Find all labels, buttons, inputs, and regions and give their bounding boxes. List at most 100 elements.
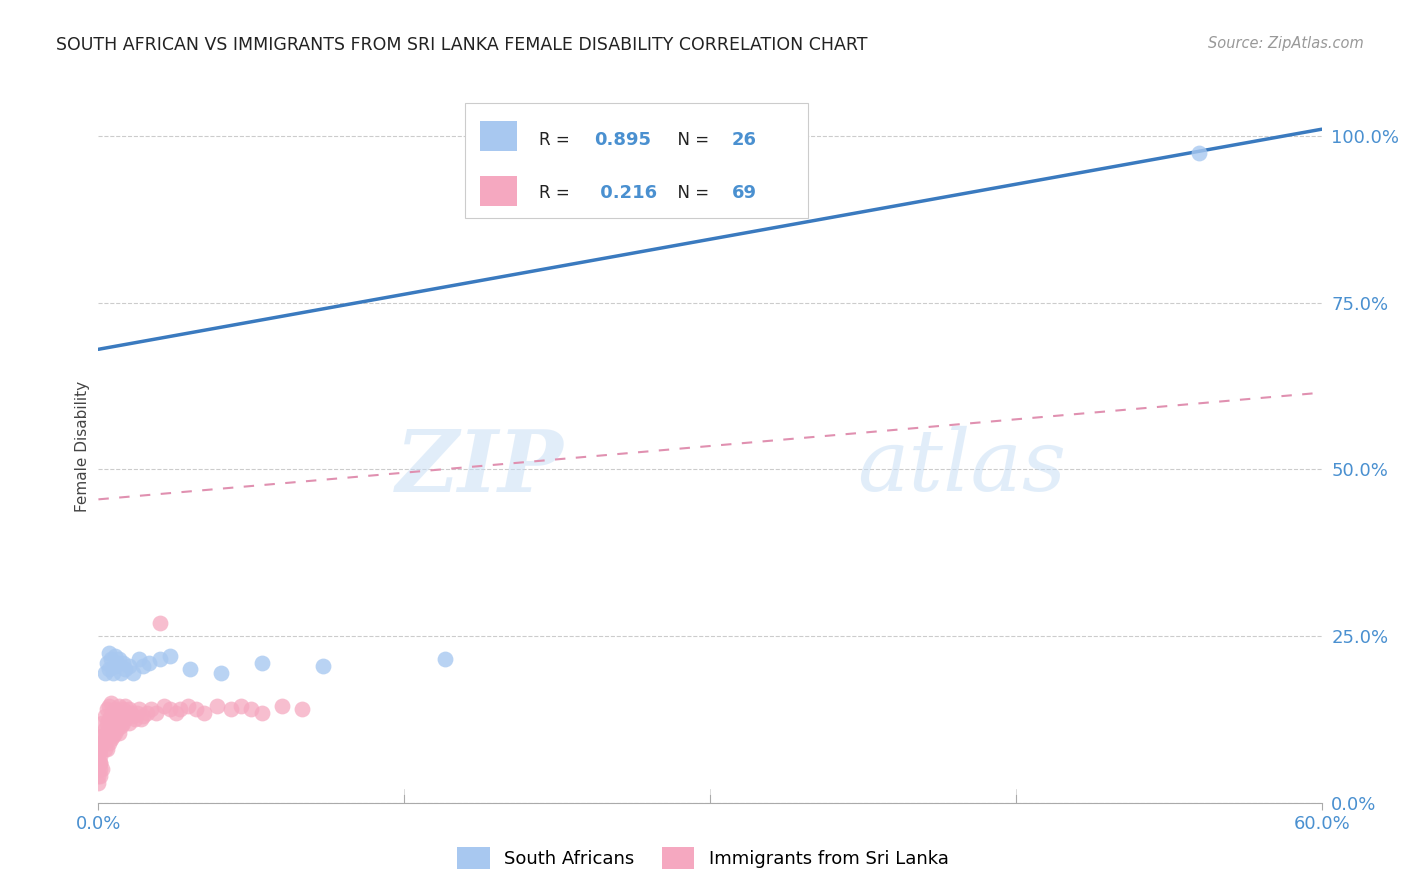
Point	[87, 749, 110, 764]
Point	[169, 702, 191, 716]
Point	[89, 749, 111, 764]
FancyBboxPatch shape	[479, 121, 517, 152]
Point	[110, 719, 132, 733]
Point	[114, 699, 136, 714]
Point	[149, 615, 172, 630]
Point	[186, 702, 208, 716]
Point	[97, 723, 120, 737]
Point	[104, 725, 127, 739]
Point	[96, 715, 118, 730]
Point	[312, 659, 335, 673]
Point	[152, 699, 174, 714]
Point	[127, 706, 149, 720]
Text: 0.216: 0.216	[593, 184, 657, 202]
Point	[108, 652, 131, 666]
Text: atlas: atlas	[856, 426, 1066, 508]
Text: N =: N =	[668, 131, 714, 149]
Point	[104, 702, 127, 716]
Point	[100, 652, 122, 666]
Point	[118, 702, 141, 716]
Point	[93, 709, 115, 723]
Point	[159, 702, 181, 716]
Text: SOUTH AFRICAN VS IMMIGRANTS FROM SRI LANKA FEMALE DISABILITY CORRELATION CHART: SOUTH AFRICAN VS IMMIGRANTS FROM SRI LAN…	[56, 36, 868, 54]
Point	[111, 715, 134, 730]
Point	[91, 729, 114, 743]
Point	[108, 725, 131, 739]
Point	[93, 723, 115, 737]
Point	[100, 696, 122, 710]
Point	[122, 709, 145, 723]
Point	[118, 715, 141, 730]
Point	[138, 656, 160, 670]
Point	[97, 662, 120, 676]
Text: R =: R =	[538, 184, 575, 202]
Text: 26: 26	[733, 131, 756, 149]
Point	[122, 665, 145, 680]
Text: Source: ZipAtlas.com: Source: ZipAtlas.com	[1208, 36, 1364, 51]
Point	[120, 706, 142, 720]
Point	[1188, 145, 1211, 160]
Point	[132, 709, 155, 723]
Point	[132, 659, 155, 673]
Point	[87, 763, 110, 777]
Point	[101, 715, 124, 730]
Point	[128, 652, 150, 666]
Point	[110, 665, 132, 680]
Point	[87, 756, 110, 770]
Point	[91, 763, 114, 777]
Point	[219, 702, 242, 716]
Text: R =: R =	[538, 131, 575, 149]
Point	[97, 646, 120, 660]
Point	[159, 649, 181, 664]
Point	[291, 702, 314, 716]
Point	[96, 656, 118, 670]
Point	[89, 763, 111, 777]
Point	[96, 725, 118, 739]
Point	[91, 729, 114, 743]
Point	[104, 659, 127, 673]
Point	[179, 662, 201, 676]
Point	[193, 706, 215, 720]
Point	[100, 732, 122, 747]
Point	[108, 699, 131, 714]
Point	[96, 702, 118, 716]
Text: N =: N =	[668, 184, 714, 202]
Point	[250, 706, 273, 720]
Point	[91, 736, 114, 750]
Point	[205, 699, 228, 714]
Point	[114, 713, 136, 727]
Point	[141, 702, 163, 716]
Point	[93, 732, 115, 747]
Point	[100, 719, 122, 733]
Point	[115, 709, 138, 723]
Text: ZIP: ZIP	[395, 425, 564, 509]
Point	[105, 656, 128, 670]
Point	[101, 729, 124, 743]
Legend: South Africans, Immigrants from Sri Lanka: South Africans, Immigrants from Sri Lank…	[449, 838, 957, 879]
Point	[114, 662, 136, 676]
Point	[87, 776, 110, 790]
Point	[149, 652, 172, 666]
Point	[105, 723, 128, 737]
Point	[136, 706, 159, 720]
Point	[165, 706, 187, 720]
Point	[100, 709, 122, 723]
Point	[105, 709, 128, 723]
FancyBboxPatch shape	[479, 177, 517, 206]
Point	[97, 699, 120, 714]
Point	[101, 706, 124, 720]
Point	[231, 699, 253, 714]
Point	[91, 715, 114, 730]
Point	[118, 659, 141, 673]
Point	[93, 665, 115, 680]
Y-axis label: Female Disability: Female Disability	[75, 380, 90, 512]
Point	[87, 769, 110, 783]
Point	[111, 656, 134, 670]
Point	[177, 699, 200, 714]
Point	[270, 699, 294, 714]
Point	[124, 713, 146, 727]
Point	[97, 736, 120, 750]
Point	[104, 649, 127, 664]
Point	[128, 702, 150, 716]
Point	[250, 656, 273, 670]
